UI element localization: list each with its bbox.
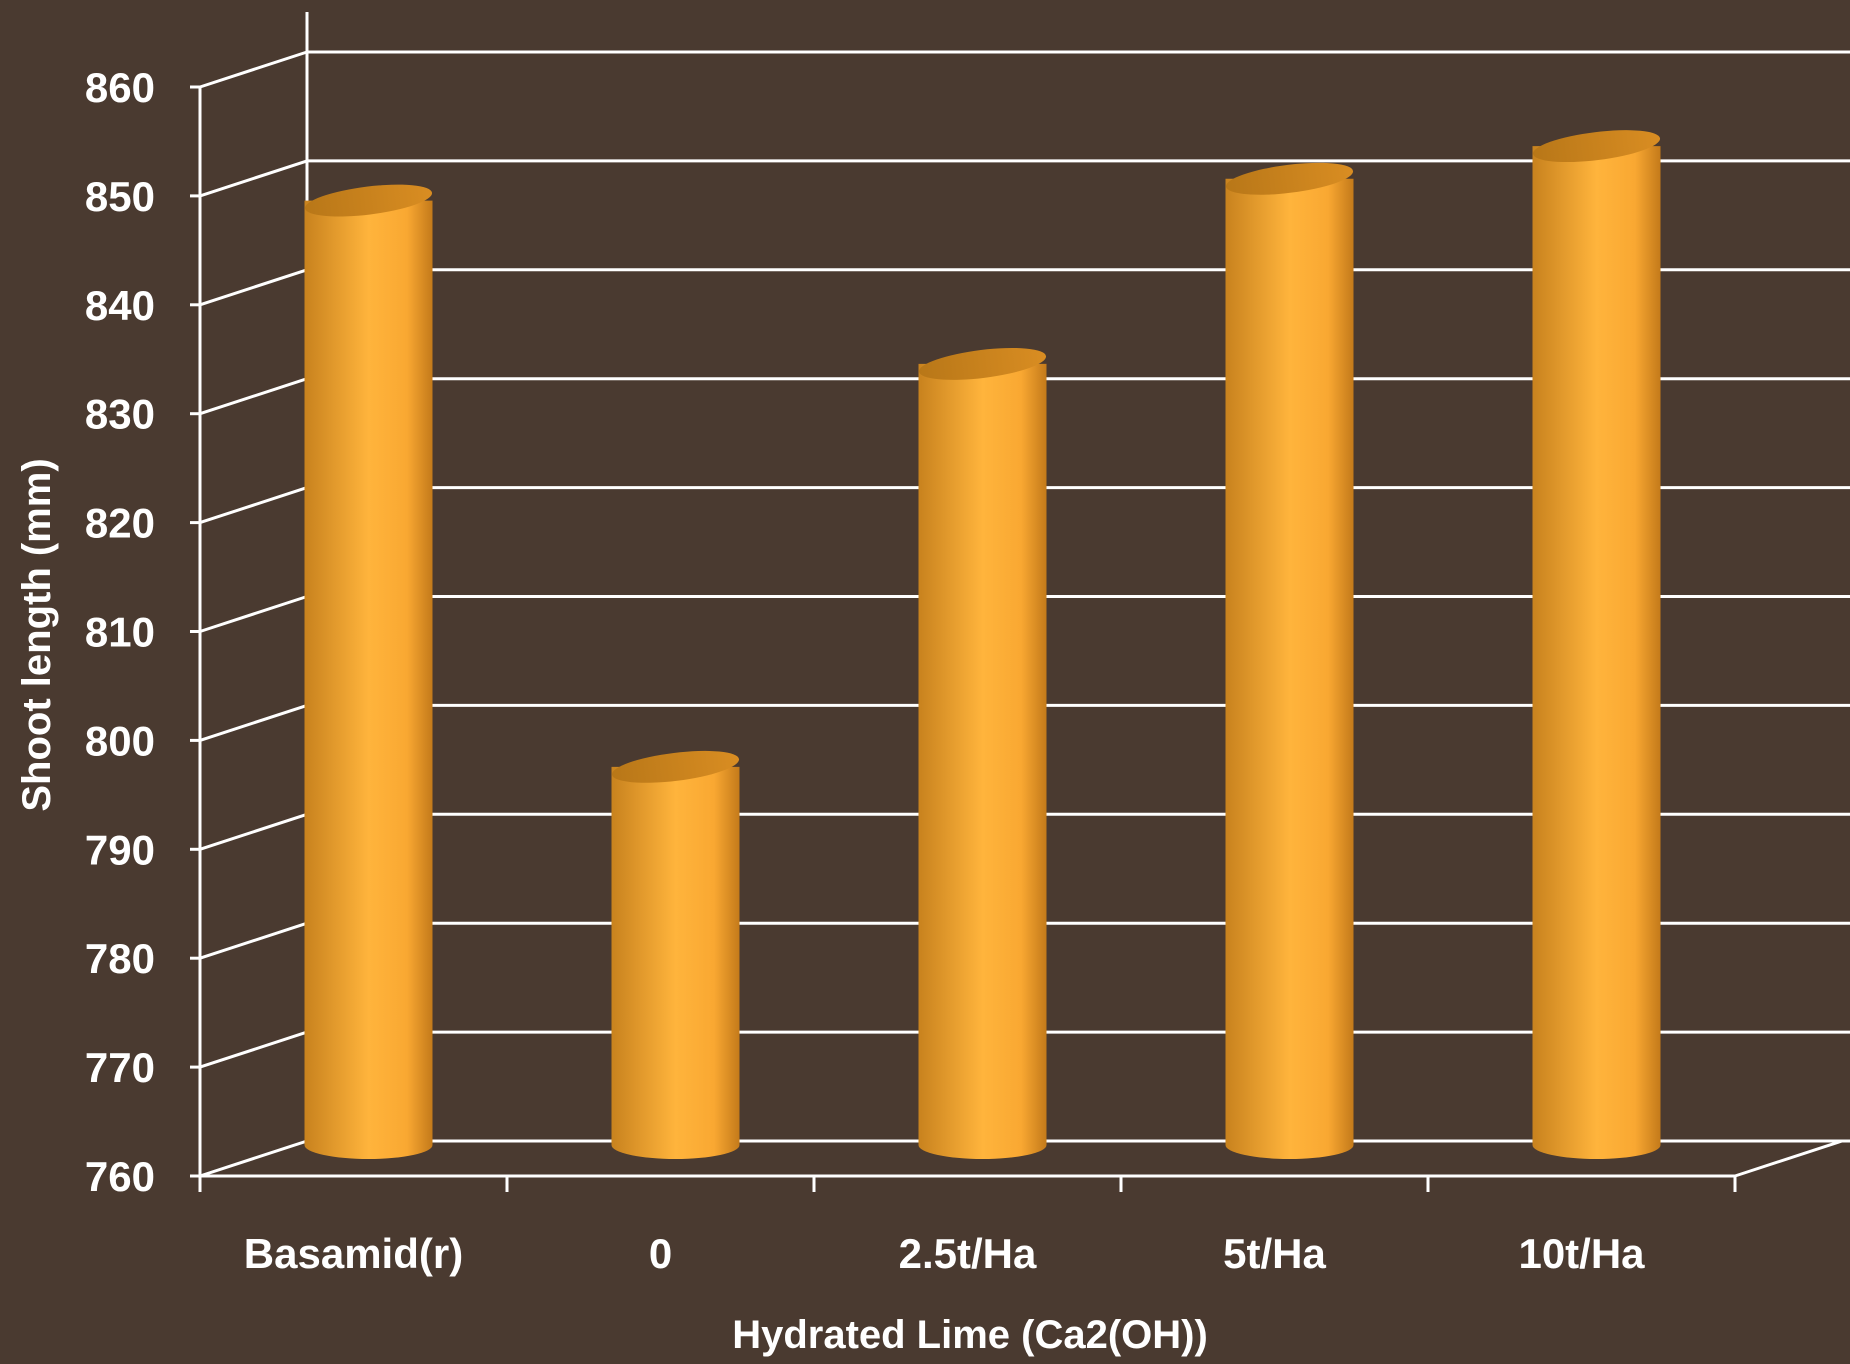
bar <box>1225 162 1354 1160</box>
y-tick-label: 850 <box>85 173 155 220</box>
gridline-diagonal <box>199 159 308 198</box>
bar-body <box>304 200 433 1160</box>
y-tick-label: 800 <box>85 717 155 764</box>
gridline-diagonal <box>199 486 308 525</box>
x-tick-label: 0 <box>649 1230 672 1277</box>
y-axis-title: Shoot length (mm) <box>15 458 59 811</box>
bar <box>304 184 433 1160</box>
y-tick-label: 760 <box>85 1153 155 1200</box>
gridline-diagonal <box>199 268 308 307</box>
y-tick-label: 790 <box>85 826 155 873</box>
bar <box>611 750 740 1160</box>
bar-body <box>918 363 1047 1160</box>
bar-top <box>1532 130 1661 163</box>
bar-body <box>611 766 740 1160</box>
y-tick-label: 840 <box>85 282 155 329</box>
bar <box>1532 130 1661 1160</box>
bars <box>304 130 1661 1160</box>
x-axis-title: Hydrated Lime (Ca2(OH)) <box>732 1313 1208 1357</box>
y-tick-label: 830 <box>85 391 155 438</box>
x-tick-label: 5t/Ha <box>1223 1230 1326 1277</box>
gridline-diagonal <box>199 921 308 960</box>
gridline-diagonal <box>199 1030 308 1069</box>
gridline-diagonal <box>199 377 308 416</box>
floor-edge <box>1734 1139 1843 1178</box>
bar-body <box>1532 146 1661 1160</box>
y-tick-label: 860 <box>85 64 155 111</box>
bar-body <box>1225 178 1354 1160</box>
bar-top <box>918 347 1047 380</box>
y-tick-label: 780 <box>85 935 155 982</box>
x-tick-label: 10t/Ha <box>1518 1230 1645 1277</box>
gridline-diagonal <box>199 595 308 633</box>
y-tick-label: 810 <box>85 609 155 656</box>
x-tick-label: 2.5t/Ha <box>899 1230 1037 1277</box>
gridline-diagonal <box>199 50 308 89</box>
gridline-diagonal <box>199 703 308 742</box>
x-tick-label: Basamid(r) <box>244 1230 463 1277</box>
bar-top <box>1225 162 1354 195</box>
bar-top <box>304 184 433 217</box>
y-tick-label: 770 <box>85 1044 155 1091</box>
y-tick-label: 820 <box>85 500 155 547</box>
bar-top <box>611 750 740 783</box>
gridline-diagonal <box>199 1139 308 1178</box>
gridline-diagonal <box>199 812 308 851</box>
bar <box>918 347 1047 1160</box>
labels: 760 770 780 790 800 810 820 830 840 850 860 Basamid… <box>85 64 1645 1277</box>
